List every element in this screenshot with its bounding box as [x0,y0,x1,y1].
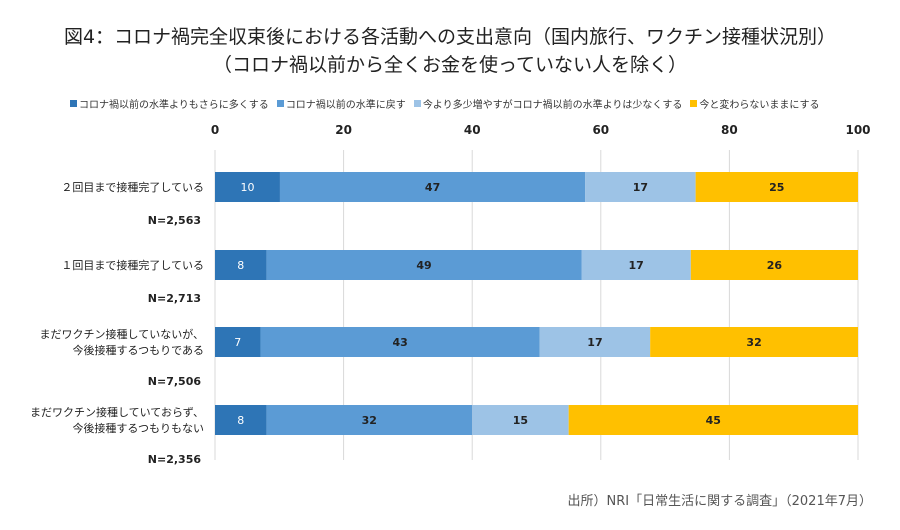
legend-item: コロナ禍以前の水準に戻す [276,96,406,111]
bar-segment [695,172,858,202]
x-tick-label: 80 [721,123,738,137]
bar-segment [266,405,473,435]
bar-segment [215,250,267,280]
bar-segment [279,172,586,202]
bar-segment [215,172,280,202]
x-tick-label: 20 [335,123,352,137]
legend-label: コロナ禍以前の水準に戻す [285,100,406,111]
bar-segment [585,172,696,202]
legend-swatch [413,100,421,107]
x-tick-label: 0 [211,123,219,137]
data-label: 32 [746,336,761,349]
data-label: 8 [237,414,244,427]
chart-subtitle: （コロナ禍以前から全くお金を使っていない人を除く） [212,54,688,76]
data-label: 49 [416,259,431,272]
legend-swatch [276,100,284,107]
data-label: 10 [240,181,254,194]
category-label: １回目まで接種完了している [61,258,204,272]
data-label: 17 [587,336,602,349]
bar-segment [581,250,691,280]
bar-segment [472,405,569,435]
category-label: 今後接種するつもりもない [72,421,204,435]
legend: コロナ禍以前の水準よりもさらに多くする コロナ禍以前の水準に戻す 今より多少増やすが… [70,96,820,111]
sample-size-label: N=2,563 [148,214,201,227]
data-label: 7 [234,336,241,349]
sample-size-label: N=2,713 [148,292,201,305]
data-label: 47 [425,181,440,194]
category-label: ２回目まで接種完了している [61,180,204,194]
x-tick-label: 100 [845,123,870,137]
data-label: 17 [629,259,644,272]
legend-label: 今より多少増やすがコロナ禍以前の水準よりは少なくする [422,100,683,111]
bar-segment [215,327,261,357]
legend-item: コロナ禍以前の水準よりもさらに多くする [70,96,269,111]
data-label: 43 [392,336,407,349]
bar-segment [539,327,651,357]
legend-swatch [690,100,698,107]
data-label: 32 [362,414,377,427]
data-label: 8 [237,259,244,272]
source-note: 出所）NRI「日常生活に関する調査」（2021年7月） [567,494,872,509]
category-label: まだワクチン接種していておらず、 [30,405,204,419]
sample-size-label: N=2,356 [148,453,202,466]
legend-item: 今と変わらないままにする [690,96,820,111]
bar-segment [260,327,540,357]
x-tick-label: 40 [464,123,481,137]
bar-segment [690,250,858,280]
legend-label: 今と変わらないままにする [699,100,820,111]
data-label: 26 [767,259,783,272]
data-label: 45 [706,414,721,427]
category-label: まだワクチン接種していないが、 [40,327,204,341]
legend-item: 今より多少増やすがコロナ禍以前の水準よりは少なくする [413,96,683,111]
legend-swatch [70,100,77,107]
bar-segment [215,405,267,435]
data-label: 25 [769,181,784,194]
chart-title: 図4：コロナ禍完全収束後における各活動への支出意向（国内旅行、ワクチン接種状況別… [63,26,837,48]
bar-segment [650,327,858,357]
x-tick-label: 60 [592,123,609,137]
data-label: 17 [633,181,648,194]
sample-size-label: N=7,506 [148,375,202,388]
bar-segment [266,250,582,280]
bar-segment [568,405,858,435]
category-label: 今後接種するつもりである [73,343,204,357]
legend-label: コロナ禍以前の水準よりもさらに多くする [79,100,269,111]
data-label: 15 [513,414,528,427]
